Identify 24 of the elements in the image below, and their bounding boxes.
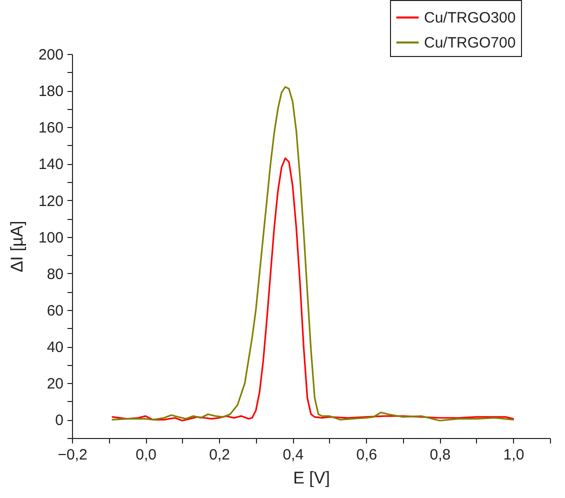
line-series bbox=[112, 86, 514, 422]
x-tick-label: 0,6 bbox=[356, 446, 378, 464]
legend-label: Cu/TRGO300 bbox=[424, 10, 516, 26]
y-tick-label: 180 bbox=[38, 83, 64, 100]
y-tick-label: 160 bbox=[38, 120, 64, 137]
x-tick-label: 0,8 bbox=[430, 446, 451, 464]
y-tick-label: 0 bbox=[55, 412, 64, 430]
x-tick-label: 1,0 bbox=[503, 446, 524, 464]
y-tick-label: 120 bbox=[38, 192, 64, 210]
x-tick-label: −0,2 bbox=[58, 446, 88, 464]
y-tick-label: 100 bbox=[38, 229, 64, 246]
y-tick-label: 60 bbox=[46, 302, 64, 320]
x-tick-label: 0,2 bbox=[209, 446, 230, 464]
y-tick-label: 20 bbox=[46, 376, 64, 393]
y-tick-label: 40 bbox=[46, 339, 64, 356]
x-tick-label: 0,0 bbox=[136, 446, 156, 464]
line-series bbox=[112, 157, 514, 422]
y-tick-label: 140 bbox=[38, 156, 64, 174]
y-tick-label: 200 bbox=[38, 46, 64, 64]
y-tick-label: 80 bbox=[46, 266, 64, 283]
x-tick-label: 0,4 bbox=[282, 446, 304, 464]
x-axis-title: E [V] bbox=[293, 468, 330, 488]
y-axis-title: ΔI [µA] bbox=[7, 220, 26, 272]
legend-label: Cu/TRGO700 bbox=[424, 34, 516, 52]
